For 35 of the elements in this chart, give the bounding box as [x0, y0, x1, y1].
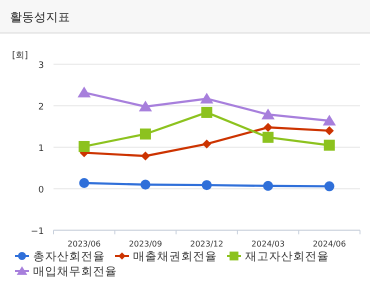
- point: [138, 100, 152, 112]
- point: [140, 180, 150, 190]
- point: [201, 106, 212, 118]
- legend-label: 총자산회전율: [33, 249, 105, 263]
- y-axis-title: [회]: [12, 51, 28, 61]
- x-tick-label: 2024/03: [251, 239, 285, 248]
- point: [324, 140, 335, 151]
- x-tick-label: 2023/09: [128, 239, 162, 248]
- y-tick-label: −1: [30, 226, 44, 237]
- point: [79, 178, 90, 188]
- point: [262, 132, 274, 143]
- legend-label: 재고자산회전율: [245, 249, 329, 263]
- x-tick-label: 2023/12: [190, 239, 224, 248]
- y-tick-label: 3: [38, 60, 44, 71]
- y-tick-label: 1: [38, 144, 44, 154]
- point: [78, 140, 90, 152]
- point: [324, 181, 334, 192]
- point: [261, 108, 275, 120]
- point: [324, 126, 334, 136]
- legend-label: 매출채권회전율: [133, 249, 217, 263]
- x-tick-label: 2024/06: [312, 239, 346, 248]
- point: [263, 180, 274, 191]
- point: [202, 180, 212, 190]
- point: [200, 92, 214, 104]
- legend-label: 매입채무회전율: [33, 264, 117, 278]
- y-tick-label: 0: [38, 185, 44, 196]
- y-tick-label: 2: [38, 102, 44, 112]
- point: [264, 122, 273, 132]
- point: [78, 86, 91, 98]
- x-tick-label: 2023/06: [68, 239, 101, 248]
- chart-title: 활동성지표: [10, 10, 70, 24]
- point: [140, 128, 151, 140]
- point: [140, 152, 150, 161]
- point: [202, 139, 212, 148]
- point: [322, 114, 336, 126]
